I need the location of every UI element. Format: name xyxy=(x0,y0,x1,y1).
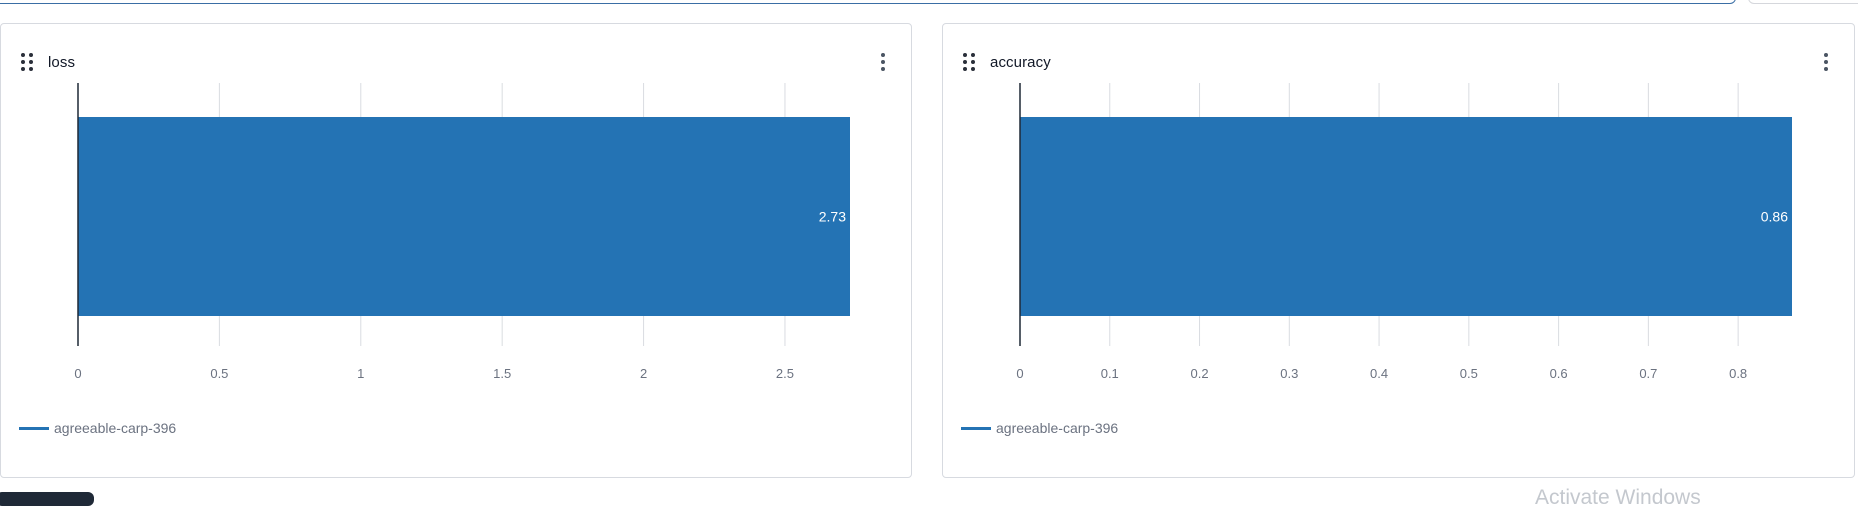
bar xyxy=(1020,117,1792,316)
panel-header: accuracy xyxy=(963,50,1834,74)
x-tick-label: 0 xyxy=(74,366,81,381)
legend-swatch xyxy=(19,426,49,430)
legend-swatch xyxy=(961,426,991,430)
x-tick-label: 1.5 xyxy=(493,366,511,381)
data-label: 2.73 xyxy=(819,209,846,225)
legend-label: agreeable-carp-396 xyxy=(54,420,177,436)
x-tick-label: 0.5 xyxy=(1460,366,1478,381)
panel-title: accuracy xyxy=(990,53,1051,71)
panel-title: loss xyxy=(48,53,76,71)
chart-legend[interactable]: agreeable-carp-396 xyxy=(961,420,1118,436)
more-options-icon[interactable] xyxy=(1818,51,1834,73)
x-tick-label: 0.2 xyxy=(1190,366,1208,381)
x-tick-label: 0 xyxy=(1016,366,1023,381)
x-tick-label: 0.4 xyxy=(1370,366,1388,381)
x-tick-label: 0.6 xyxy=(1550,366,1568,381)
bar xyxy=(78,117,850,316)
x-tick-label: 0.7 xyxy=(1639,366,1657,381)
x-tick-label: 0.5 xyxy=(210,366,228,381)
chart-legend[interactable]: agreeable-carp-396 xyxy=(19,420,176,436)
toolbar-button[interactable] xyxy=(1748,0,1858,4)
x-tick-label: 2.5 xyxy=(776,366,794,381)
legend-label: agreeable-carp-396 xyxy=(996,420,1119,436)
search-input[interactable] xyxy=(0,0,1736,4)
drag-handle-icon[interactable] xyxy=(21,53,33,71)
accuracy-bar-chart: 0 0.1 0.2 0.3 0.4 0.5 0.6 0.7 0.8 0.86 xyxy=(1016,83,1792,381)
more-options-icon[interactable] xyxy=(875,51,891,73)
x-tick-label: 1 xyxy=(357,366,364,381)
taskbar-fragment xyxy=(0,492,94,506)
x-tick-label: 0.8 xyxy=(1729,366,1747,381)
accuracy-chart-panel: accuracy 0 0.1 0.2 0.3 0.4 0.5 0.6 0.7 0.8 0.86 a… xyxy=(942,23,1855,478)
loss-bar-chart: 0 0.5 1 1.5 2 2.5 2.73 xyxy=(74,83,850,381)
x-tick-label: 2 xyxy=(640,366,647,381)
os-watermark: Activate Windows xyxy=(1535,486,1701,509)
x-tick-label: 0.3 xyxy=(1280,366,1298,381)
panel-header: loss xyxy=(21,50,891,74)
data-label: 0.86 xyxy=(1761,209,1788,225)
x-tick-label: 0.1 xyxy=(1101,366,1119,381)
loss-chart-panel: loss 0 0.5 1 1.5 2 2.5 2.73 agreeable-carp-396 xyxy=(0,23,912,478)
drag-handle-icon[interactable] xyxy=(963,53,975,71)
